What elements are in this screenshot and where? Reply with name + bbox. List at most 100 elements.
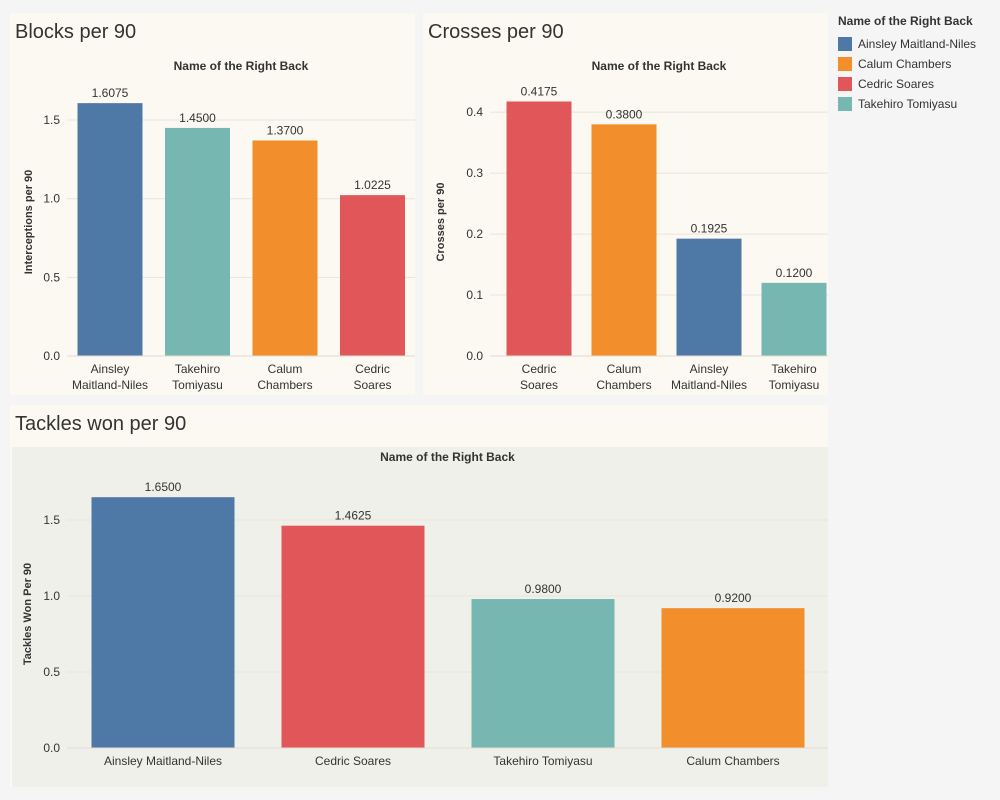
x-tick-label-line: Cedric: [355, 362, 390, 376]
x-tick-label: Ainsley Maitland-Niles: [671, 362, 747, 392]
y-tick-label: 1.5: [43, 113, 60, 127]
data-label: 1.3700: [267, 123, 304, 137]
x-tick-label-line: Soares: [353, 378, 391, 392]
chart-title: Blocks per 90: [15, 21, 137, 43]
crosses-chart-panel: Crosses per 90 Name of the Right Back 0.0…: [423, 13, 828, 395]
x-tick-label-line: Maitland-Niles: [72, 378, 148, 392]
y-tick-label: 0.1: [466, 288, 483, 302]
data-label: 0.1925: [691, 222, 728, 236]
x-tick-label-line: Soares: [520, 378, 558, 392]
x-tick-label-line: Chambers: [596, 378, 651, 392]
bar: [91, 497, 235, 748]
y-tick-label: 0.5: [43, 270, 60, 284]
x-tick-label: Cedric Soares: [315, 754, 391, 768]
y-axis-title: Crosses per 90: [435, 183, 447, 262]
x-tick-label-line: Tomiyasu: [769, 378, 820, 392]
x-tick-label: Takehiro Tomiyasu: [769, 362, 820, 392]
x-tick-label-line: Takehiro: [175, 362, 221, 376]
x-tick-label: Calum Chambers: [596, 362, 651, 392]
y-tick-label: 0.3: [466, 166, 483, 180]
bar: [165, 127, 230, 356]
column-header: Name of the Right Back: [592, 59, 727, 73]
data-label: 1.4625: [335, 509, 372, 523]
data-label: 0.9200: [715, 591, 752, 605]
bar: [661, 608, 805, 748]
blocks-chart-panel: Blocks per 90 Name of the Right Back 0.0 0…: [10, 13, 415, 395]
y-tick-label: 0.2: [466, 227, 483, 241]
crosses-chart-area: Name of the Right Back 0.0 0.1 0.2 0.3 0.4 Cro…: [423, 13, 828, 395]
legend-title: Name of the Right Back: [838, 14, 973, 28]
chart-title: Crosses per 90: [428, 21, 564, 43]
x-tick-label-line: Tomiyasu: [172, 378, 223, 392]
legend-swatch: [838, 57, 852, 71]
x-tick-label: Ainsley Maitland-Niles: [72, 362, 148, 392]
data-label: 1.0225: [354, 178, 391, 192]
x-tick-label: Takehiro Tomiyasu: [493, 754, 592, 768]
bar: [761, 282, 827, 356]
data-label: 0.3800: [606, 107, 643, 121]
y-tick-label: 1.0: [43, 192, 60, 206]
y-tick-label: 1.5: [43, 513, 60, 527]
x-tick-label: Calum Chambers: [257, 362, 312, 392]
tackles-chart-panel: Tackles won per 90 Name of the Right Bac…: [10, 405, 828, 787]
bar: [77, 103, 143, 356]
bar: [471, 599, 615, 748]
column-header: Name of the Right Back: [380, 450, 515, 464]
x-tick-label-line: Takehiro: [771, 362, 817, 376]
x-tick-label-line: Chambers: [257, 378, 312, 392]
legend-label: Calum Chambers: [858, 57, 952, 71]
legend-swatch: [838, 77, 852, 91]
y-tick-label: 0.4: [466, 105, 483, 119]
bar: [676, 238, 742, 356]
y-tick-label: 0.0: [43, 349, 60, 363]
data-label: 0.9800: [525, 582, 562, 596]
data-label: 1.4500: [179, 111, 216, 125]
x-tick-label-line: Calum Chambers: [686, 754, 779, 768]
x-tick-label-line: Calum: [268, 362, 303, 376]
x-tick-label-line: Takehiro Tomiyasu: [493, 754, 592, 768]
bar: [252, 140, 318, 356]
y-axis-title: Interceptions per 90: [23, 170, 35, 275]
x-tick-label-line: Ainsley: [690, 362, 729, 376]
legend-item[interactable]: Ainsley Maitland-Niles: [838, 34, 976, 54]
legend-item[interactable]: Cedric Soares: [838, 74, 976, 94]
bar: [591, 124, 657, 357]
chart-svg: Name of the Right Back 0.0 0.5 1.0 1.5 Interc…: [23, 59, 415, 392]
data-label: 0.1200: [776, 266, 813, 280]
legend-item[interactable]: Takehiro Tomiyasu: [838, 94, 976, 114]
blocks-chart-area: Name of the Right Back 0.0 0.5 1.0 1.5 Interc…: [10, 13, 415, 395]
legend-swatch: [838, 97, 852, 111]
x-tick-label: Cedric Soares: [520, 362, 558, 392]
x-tick-label-line: Cedric: [522, 362, 557, 376]
x-tick-label: Cedric Soares: [353, 362, 391, 392]
data-label: 0.4175: [521, 84, 558, 98]
x-tick-label: Calum Chambers: [686, 754, 779, 768]
data-label: 1.6075: [92, 86, 129, 100]
x-tick-label-line: Calum: [607, 362, 642, 376]
chart-svg: Name of the Right Back 0.0 0.1 0.2 0.3 0.4 Cro…: [435, 59, 828, 392]
y-tick-label: 0.0: [43, 741, 60, 755]
x-tick-label: Takehiro Tomiyasu: [172, 362, 223, 392]
legend-swatch: [838, 37, 852, 51]
chart-title: Tackles won per 90: [15, 413, 187, 435]
data-label: 1.6500: [145, 480, 182, 494]
column-header: Name of the Right Back: [174, 59, 309, 73]
y-tick-label: 1.0: [43, 589, 60, 603]
legend-label: Ainsley Maitland-Niles: [858, 37, 977, 51]
legend-label: Takehiro Tomiyasu: [858, 97, 958, 111]
y-tick-label: 0.5: [43, 665, 60, 679]
x-tick-label-line: Maitland-Niles: [671, 378, 747, 392]
bar: [281, 525, 425, 748]
x-tick-label: Ainsley Maitland-Niles: [104, 754, 222, 768]
legend-item[interactable]: Calum Chambers: [838, 54, 976, 74]
x-tick-label-line: Ainsley: [91, 362, 130, 376]
y-tick-label: 0.0: [466, 349, 483, 363]
legend-label: Cedric Soares: [858, 77, 935, 91]
bar: [506, 101, 572, 356]
tackles-chart-area: Name of the Right Back 0.0 0.5 1.0 1.5 Tackle…: [12, 447, 828, 787]
x-tick-label-line: Cedric Soares: [315, 754, 391, 768]
bar: [340, 195, 405, 356]
x-tick-label-line: Ainsley Maitland-Niles: [104, 754, 222, 768]
y-axis-title: Tackles Won Per 90: [22, 563, 34, 665]
chart-svg: Name of the Right Back 0.0 0.5 1.0 1.5 Tackle…: [22, 450, 828, 768]
